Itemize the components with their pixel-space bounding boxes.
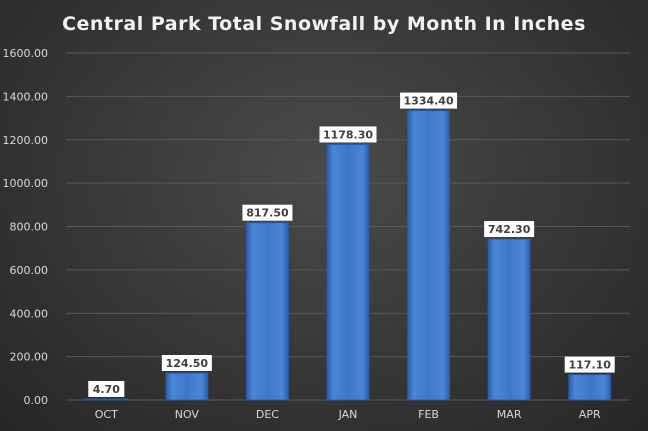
y-tick-label: 1400.00 xyxy=(3,90,49,103)
y-tick-label: 1200.00 xyxy=(3,134,49,147)
data-label: 1334.40 xyxy=(400,92,458,109)
x-tick-label: JAN xyxy=(338,408,358,421)
x-axis-tick-labels: OCT NOV DEC JAN FEB MAR APR xyxy=(95,408,601,421)
y-tick-label: 1000.00 xyxy=(3,177,49,190)
data-label-box xyxy=(400,92,458,109)
bar-oct xyxy=(84,398,128,401)
y-tick-label: 800.00 xyxy=(10,221,49,234)
data-label-box xyxy=(564,356,615,373)
data-label-text: 117.10 xyxy=(568,359,611,372)
data-label-box xyxy=(88,380,125,397)
x-tick-label: DEC xyxy=(256,408,279,421)
y-tick-label: 400.00 xyxy=(10,307,49,320)
data-label-box xyxy=(242,204,293,221)
data-label-text: 1178.30 xyxy=(323,128,373,141)
data-label: 117.10 xyxy=(564,356,615,373)
x-tick-label: FEB xyxy=(418,408,439,421)
x-tick-label: OCT xyxy=(95,408,118,421)
data-label-box xyxy=(319,126,377,143)
x-tick-label: NOV xyxy=(175,408,200,421)
data-label-box xyxy=(484,221,535,238)
bars xyxy=(84,110,612,401)
data-labels: 4.70 124.50 817.50 1178.30 1334.40 742.30 117.… xyxy=(88,92,615,397)
data-label-box xyxy=(161,354,212,371)
bar-feb xyxy=(407,110,451,401)
data-label: 124.50 xyxy=(161,354,212,371)
y-tick-label: 0.00 xyxy=(24,394,49,407)
bar-apr xyxy=(568,374,612,401)
data-label-text: 1334.40 xyxy=(404,95,454,108)
y-tick-label: 600.00 xyxy=(10,264,49,277)
y-axis-tick-labels: 0.00 200.00 400.00 600.00 800.00 1000.00 1200.… xyxy=(3,47,49,407)
bar-jan xyxy=(326,143,370,401)
data-label: 4.70 xyxy=(88,380,125,397)
data-label: 1178.30 xyxy=(319,126,377,143)
data-label: 817.50 xyxy=(242,204,293,221)
bar-nov xyxy=(165,372,209,401)
data-label-text: 742.30 xyxy=(488,223,531,236)
chart-title: Central Park Total Snowfall by Month In … xyxy=(62,13,586,35)
bar-dec xyxy=(245,222,289,401)
y-tick-label: 1600.00 xyxy=(3,47,49,60)
data-label-text: 4.70 xyxy=(93,383,120,396)
data-label-text: 817.50 xyxy=(246,207,289,220)
data-label: 742.30 xyxy=(484,221,535,238)
x-tick-label: MAR xyxy=(497,408,522,421)
bar-mar xyxy=(487,238,531,401)
x-tick-label: APR xyxy=(579,408,601,421)
y-tick-label: 200.00 xyxy=(10,351,49,364)
data-label-text: 124.50 xyxy=(166,357,209,370)
